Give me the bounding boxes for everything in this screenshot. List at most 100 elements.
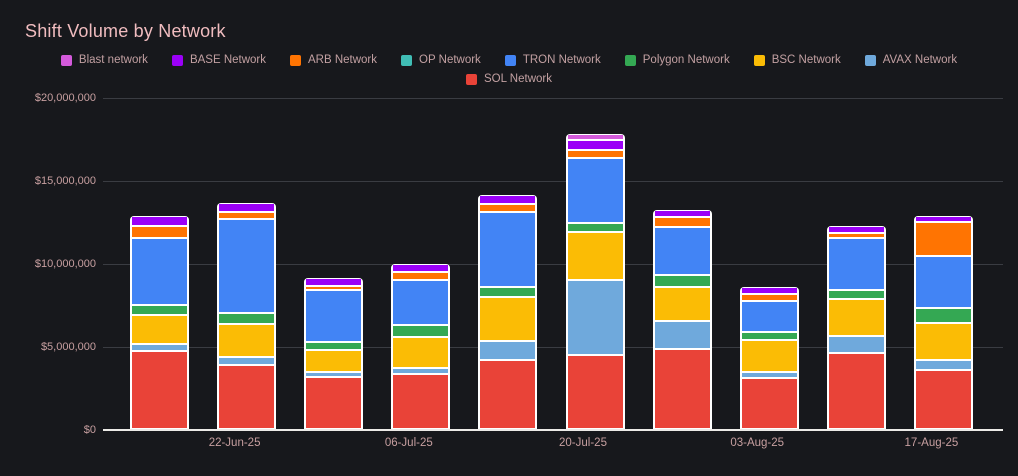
- bar-segment-avax[interactable]: [741, 372, 797, 377]
- bar-segment-tron[interactable]: [219, 220, 275, 312]
- stacked-bar-4[interactable]: [391, 264, 451, 430]
- bar-segment-arb[interactable]: [654, 217, 710, 226]
- gridline-15000000: [103, 180, 1003, 182]
- legend-item-base[interactable]: BASE Network: [171, 54, 266, 66]
- stacked-bar-2[interactable]: [217, 202, 277, 430]
- legend-swatch-base: [171, 54, 183, 66]
- bar-segment-tron[interactable]: [306, 290, 362, 341]
- bar-segment-arb[interactable]: [567, 151, 623, 158]
- bar-segment-bsc[interactable]: [393, 338, 449, 367]
- bar-segment-tron[interactable]: [654, 227, 710, 275]
- bar-segment-bsc[interactable]: [915, 323, 971, 360]
- bar-segment-avax[interactable]: [219, 357, 275, 365]
- y-tick-label: $5,000,000: [40, 340, 96, 353]
- stacked-bar-3[interactable]: [304, 277, 364, 430]
- stacked-bar-10[interactable]: [913, 216, 973, 430]
- bar-segment-bsc[interactable]: [306, 351, 362, 371]
- bar-segment-arb[interactable]: [828, 233, 884, 238]
- bar-segment-sol[interactable]: [132, 351, 187, 429]
- bar-segment-base[interactable]: [480, 196, 536, 204]
- bar-segment-bsc[interactable]: [828, 299, 884, 336]
- legend-swatch-bsc: [753, 54, 765, 66]
- stacked-bar-1[interactable]: [130, 216, 189, 430]
- bar-segment-sol[interactable]: [480, 360, 536, 429]
- bar-segment-arb[interactable]: [915, 222, 971, 256]
- bar-segment-avax[interactable]: [567, 281, 623, 354]
- bar-segment-polygon[interactable]: [306, 342, 362, 350]
- stacked-bar-8[interactable]: [739, 286, 799, 430]
- bar-segment-avax[interactable]: [393, 369, 449, 373]
- bar-segment-sol[interactable]: [828, 353, 884, 429]
- legend-item-blast[interactable]: Blast network: [60, 54, 148, 66]
- bar-segment-tron[interactable]: [132, 239, 187, 304]
- bar-segment-sol[interactable]: [219, 366, 275, 429]
- bar-segment-avax[interactable]: [828, 337, 884, 352]
- bar-segment-avax[interactable]: [915, 361, 971, 370]
- bar-segment-bsc[interactable]: [480, 297, 536, 341]
- bar-segment-tron[interactable]: [915, 257, 971, 307]
- bar-segment-bsc[interactable]: [654, 288, 710, 321]
- bar-segment-base[interactable]: [741, 287, 797, 293]
- bar-segment-base[interactable]: [654, 211, 710, 216]
- bar-segment-base[interactable]: [915, 217, 971, 221]
- stacked-bar-7[interactable]: [652, 210, 712, 430]
- bar-segment-blast[interactable]: [567, 134, 623, 139]
- stacked-bar-9[interactable]: [826, 226, 886, 430]
- bar-segment-arb[interactable]: [306, 286, 362, 289]
- bar-segment-tron[interactable]: [567, 159, 623, 222]
- legend-item-polygon[interactable]: Polygon Network: [624, 54, 730, 66]
- bar-segment-bsc[interactable]: [567, 232, 623, 280]
- bar-segment-base[interactable]: [306, 278, 362, 285]
- legend-item-op[interactable]: OP Network: [401, 54, 481, 66]
- bar-segment-sol[interactable]: [654, 349, 710, 429]
- bar-segment-base[interactable]: [393, 265, 449, 272]
- legend-item-avax[interactable]: AVAX Network: [864, 54, 957, 66]
- bar-segment-bsc[interactable]: [219, 324, 275, 356]
- legend-swatch-op: [401, 54, 413, 66]
- bar-segment-base[interactable]: [132, 217, 187, 225]
- bar-segment-avax[interactable]: [306, 372, 362, 377]
- bar-segment-tron[interactable]: [741, 301, 797, 331]
- x-tick-label: 06-Jul-25: [384, 437, 433, 449]
- bar-segment-polygon[interactable]: [480, 288, 536, 296]
- bar-segment-polygon[interactable]: [567, 223, 623, 231]
- bar-segment-bsc[interactable]: [741, 341, 797, 371]
- bar-segment-arb[interactable]: [219, 212, 275, 218]
- bar-segment-arb[interactable]: [393, 273, 449, 279]
- bar-segment-polygon[interactable]: [741, 332, 797, 339]
- bar-segment-polygon[interactable]: [828, 291, 884, 298]
- chart-title: Shift Volume by Network: [25, 21, 226, 41]
- legend-item-bsc[interactable]: BSC Network: [753, 54, 841, 66]
- bar-segment-avax[interactable]: [480, 342, 536, 359]
- bar-segment-sol[interactable]: [306, 378, 362, 429]
- legend-item-tron[interactable]: TRON Network: [504, 54, 601, 66]
- bar-segment-polygon[interactable]: [915, 308, 971, 322]
- bar-segment-bsc[interactable]: [132, 316, 187, 343]
- bar-segment-arb[interactable]: [480, 205, 536, 212]
- legend-item-arb[interactable]: ARB Network: [290, 54, 377, 66]
- bar-segment-tron[interactable]: [828, 239, 884, 290]
- gridline-10000000: [103, 263, 1003, 265]
- bar-segment-base[interactable]: [828, 227, 884, 232]
- bar-segment-sol[interactable]: [741, 378, 797, 429]
- bar-segment-base[interactable]: [219, 203, 275, 211]
- bar-segment-arb[interactable]: [741, 294, 797, 300]
- legend-item-sol[interactable]: SOL Network: [466, 73, 552, 85]
- bar-segment-polygon[interactable]: [219, 313, 275, 323]
- bar-segment-tron[interactable]: [393, 280, 449, 325]
- bar-segment-sol[interactable]: [915, 371, 971, 429]
- bar-segment-base[interactable]: [567, 140, 623, 150]
- bar-segment-sol[interactable]: [393, 374, 449, 429]
- bar-segment-arb[interactable]: [132, 226, 187, 238]
- stacked-bar-5[interactable]: [478, 195, 538, 430]
- bar-segment-tron[interactable]: [480, 213, 536, 287]
- bar-segment-avax[interactable]: [132, 344, 187, 350]
- y-tick-label: $20,000,000: [34, 92, 96, 104]
- stacked-bar-6[interactable]: [565, 133, 625, 430]
- bar-segment-polygon[interactable]: [654, 276, 710, 287]
- x-tick-label: 22-Jun-25: [208, 437, 261, 449]
- bar-segment-polygon[interactable]: [393, 326, 449, 336]
- bar-segment-avax[interactable]: [654, 322, 710, 348]
- bar-segment-polygon[interactable]: [132, 305, 187, 315]
- bar-segment-sol[interactable]: [567, 355, 623, 429]
